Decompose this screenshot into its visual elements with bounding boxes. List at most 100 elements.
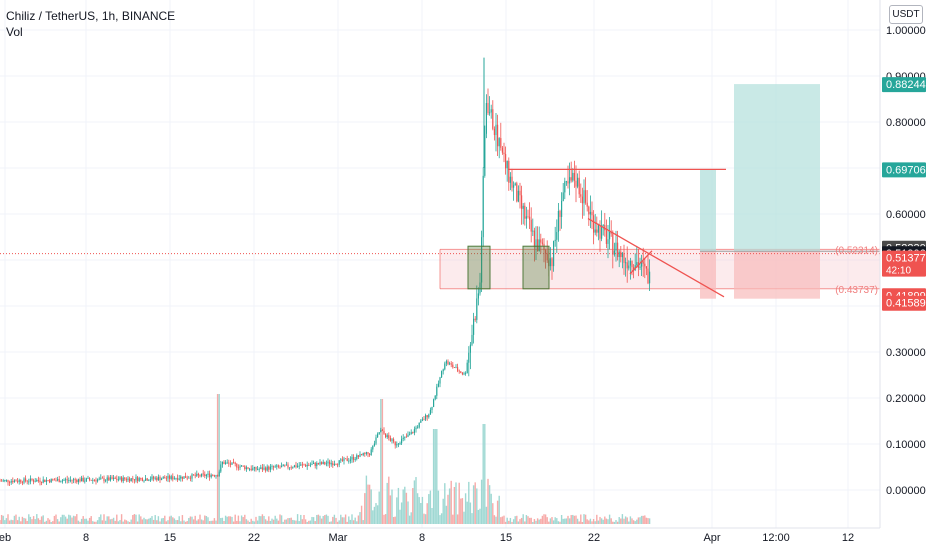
stop-box-small [700, 251, 716, 299]
candle-body [385, 433, 387, 438]
volume-bar [159, 521, 161, 524]
volume-bar [514, 516, 516, 524]
candle-body [199, 475, 201, 477]
volume-bar [647, 518, 649, 524]
candle-body [413, 429, 415, 433]
volume-bar [322, 515, 324, 524]
candle-body [39, 480, 41, 483]
volume-bar [162, 518, 164, 524]
candle-body [511, 176, 513, 188]
volume-bar [244, 514, 246, 524]
volume-bar [325, 514, 328, 524]
volume-bar [272, 519, 275, 524]
candle-body [405, 436, 407, 438]
volume-bar [394, 516, 396, 524]
candle-body [2, 480, 4, 482]
volume-bar [573, 515, 576, 524]
candle-body [257, 469, 259, 471]
candle-body [463, 373, 465, 375]
candle-body [575, 180, 577, 187]
volume-bar [292, 519, 294, 524]
candle-body [581, 196, 583, 204]
candle-body [337, 464, 339, 466]
volume-bar [344, 514, 347, 524]
candle-body [621, 253, 623, 258]
volume-bar [0, 520, 1, 524]
volume-bar [556, 518, 558, 524]
candle-body [498, 138, 500, 147]
candle-body [383, 430, 385, 434]
candle-body [533, 230, 535, 248]
candle-body [506, 160, 508, 169]
candle-body [191, 474, 193, 479]
candle-body [426, 415, 428, 418]
volume-bar [421, 496, 424, 524]
volume-bar [616, 521, 619, 524]
volume-bar [138, 514, 140, 524]
candle-body [260, 467, 262, 469]
volume-bar [149, 517, 152, 524]
candle-body [601, 225, 603, 239]
volume-bar [263, 515, 265, 524]
candle-body [138, 478, 140, 481]
volume-bar [487, 478, 489, 524]
candle-body [402, 437, 404, 439]
volume-bar [389, 495, 392, 524]
volume-bar [136, 521, 139, 524]
volume-bar [55, 514, 57, 524]
volume-bar [596, 514, 598, 524]
volume-bar [362, 520, 364, 524]
candle-body [29, 478, 31, 482]
volume-bar [154, 515, 156, 524]
candle-body [0, 480, 1, 482]
candle-body [137, 477, 139, 481]
candle-body [445, 361, 447, 364]
candle-body [500, 138, 502, 148]
candle-body [309, 464, 311, 466]
candle-body [444, 363, 446, 370]
candle-body [333, 464, 335, 466]
currency-button[interactable]: USDT [889, 5, 923, 24]
volume-bar [88, 517, 91, 524]
candle-body [482, 175, 484, 238]
candle-body [117, 479, 119, 481]
volume-bars [0, 394, 651, 524]
candle-body [388, 435, 390, 438]
candle-body [108, 477, 110, 481]
volume-bar [472, 485, 475, 524]
volume-bar [194, 515, 196, 524]
volume-bar [7, 514, 9, 524]
volume-bar [597, 520, 600, 524]
volume-bar [356, 521, 358, 524]
volume-bar [151, 516, 153, 524]
candle-body [125, 479, 127, 481]
candle-body [549, 258, 551, 267]
candle-body [349, 459, 351, 461]
time-axis-panel [0, 529, 932, 550]
volume-bar [301, 519, 304, 524]
candle-body [143, 480, 145, 482]
candle-body [111, 477, 113, 480]
candle-body [423, 419, 425, 421]
candle-body [589, 211, 591, 215]
candle-body [149, 479, 151, 481]
candle-body [597, 225, 599, 233]
volume-bar [228, 516, 230, 524]
candle-body [215, 475, 217, 477]
candle-body [300, 464, 302, 466]
candle-body [116, 478, 118, 480]
candle-body [583, 190, 585, 204]
volume-bar [316, 514, 318, 524]
candle-body [353, 456, 355, 460]
volume-bar [205, 515, 208, 524]
candle-body [145, 478, 147, 481]
volume-bar [255, 516, 257, 524]
volume-bar [490, 493, 492, 524]
candle-body [396, 444, 398, 446]
volume-bar [327, 515, 329, 524]
candle-body [386, 435, 388, 438]
candle-body [244, 466, 246, 470]
volume-bar [400, 502, 403, 524]
price-label: 0.88244 [886, 79, 926, 91]
